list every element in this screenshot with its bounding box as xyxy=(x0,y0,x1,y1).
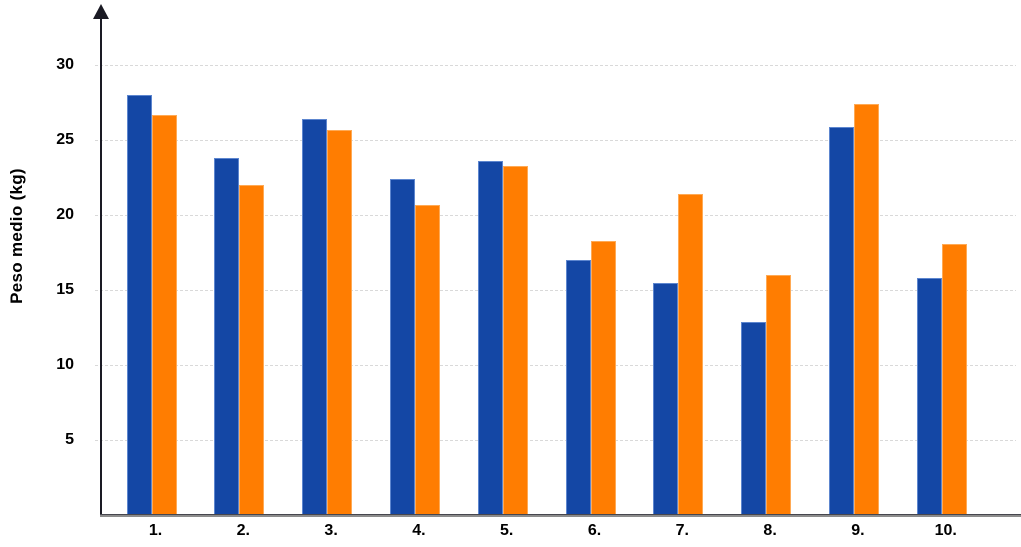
y-tick-label: 10 xyxy=(56,356,74,373)
x-category-label: 9. xyxy=(851,522,865,539)
x-category-label: 5. xyxy=(500,522,514,539)
bar-blue-8 xyxy=(741,321,767,515)
x-category-label: 2. xyxy=(236,522,250,539)
bar-blue-3 xyxy=(302,119,328,515)
gridline xyxy=(95,64,1016,66)
bar-orange-7 xyxy=(678,194,704,515)
bar-blue-9 xyxy=(828,126,854,515)
y-tick-label: 25 xyxy=(56,131,74,148)
y-tick-label: 20 xyxy=(56,206,74,223)
x-category-label: 8. xyxy=(763,522,777,539)
gridline xyxy=(95,289,1016,291)
gridline xyxy=(95,139,1016,141)
gridline xyxy=(95,439,1016,441)
bar-orange-8 xyxy=(766,275,792,515)
bar-orange-10 xyxy=(941,243,967,515)
bar-blue-4 xyxy=(389,179,415,515)
bar-blue-6 xyxy=(565,260,591,515)
bar-blue-2 xyxy=(214,158,240,515)
bar-orange-1 xyxy=(151,114,177,515)
bar-orange-5 xyxy=(502,165,528,515)
bar-blue-10 xyxy=(916,278,942,515)
x-category-label: 4. xyxy=(412,522,426,539)
x-category-label: 10. xyxy=(934,522,957,539)
bar-orange-6 xyxy=(590,240,616,515)
x-category-label: 1. xyxy=(148,522,163,539)
x-category-label: 3. xyxy=(324,522,338,539)
bar-blue-7 xyxy=(653,282,679,515)
bar-orange-4 xyxy=(414,204,440,515)
x-category-label: 7. xyxy=(675,522,689,539)
gridline xyxy=(95,364,1016,366)
y-axis-arrow-icon xyxy=(93,4,109,19)
x-axis-line xyxy=(100,514,1021,517)
x-category-label: 6. xyxy=(587,522,602,539)
bar-blue-5 xyxy=(477,161,503,515)
y-tick-label: 5 xyxy=(65,431,74,448)
gridline xyxy=(95,214,1016,216)
bar-orange-3 xyxy=(327,129,353,515)
bar-orange-9 xyxy=(853,104,879,515)
y-tick-label: 15 xyxy=(56,281,74,298)
bar-blue-1 xyxy=(126,95,152,515)
bar-orange-2 xyxy=(239,185,265,515)
y-tick-label: 30 xyxy=(56,56,74,73)
y-axis-line xyxy=(100,16,102,516)
